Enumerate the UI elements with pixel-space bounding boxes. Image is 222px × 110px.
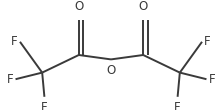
Text: F: F xyxy=(7,73,13,86)
Text: F: F xyxy=(204,35,211,48)
Text: O: O xyxy=(139,0,148,13)
Text: O: O xyxy=(106,64,116,77)
Text: F: F xyxy=(209,73,215,86)
Text: F: F xyxy=(41,101,48,110)
Text: F: F xyxy=(11,35,18,48)
Text: O: O xyxy=(74,0,83,13)
Text: F: F xyxy=(174,101,181,110)
